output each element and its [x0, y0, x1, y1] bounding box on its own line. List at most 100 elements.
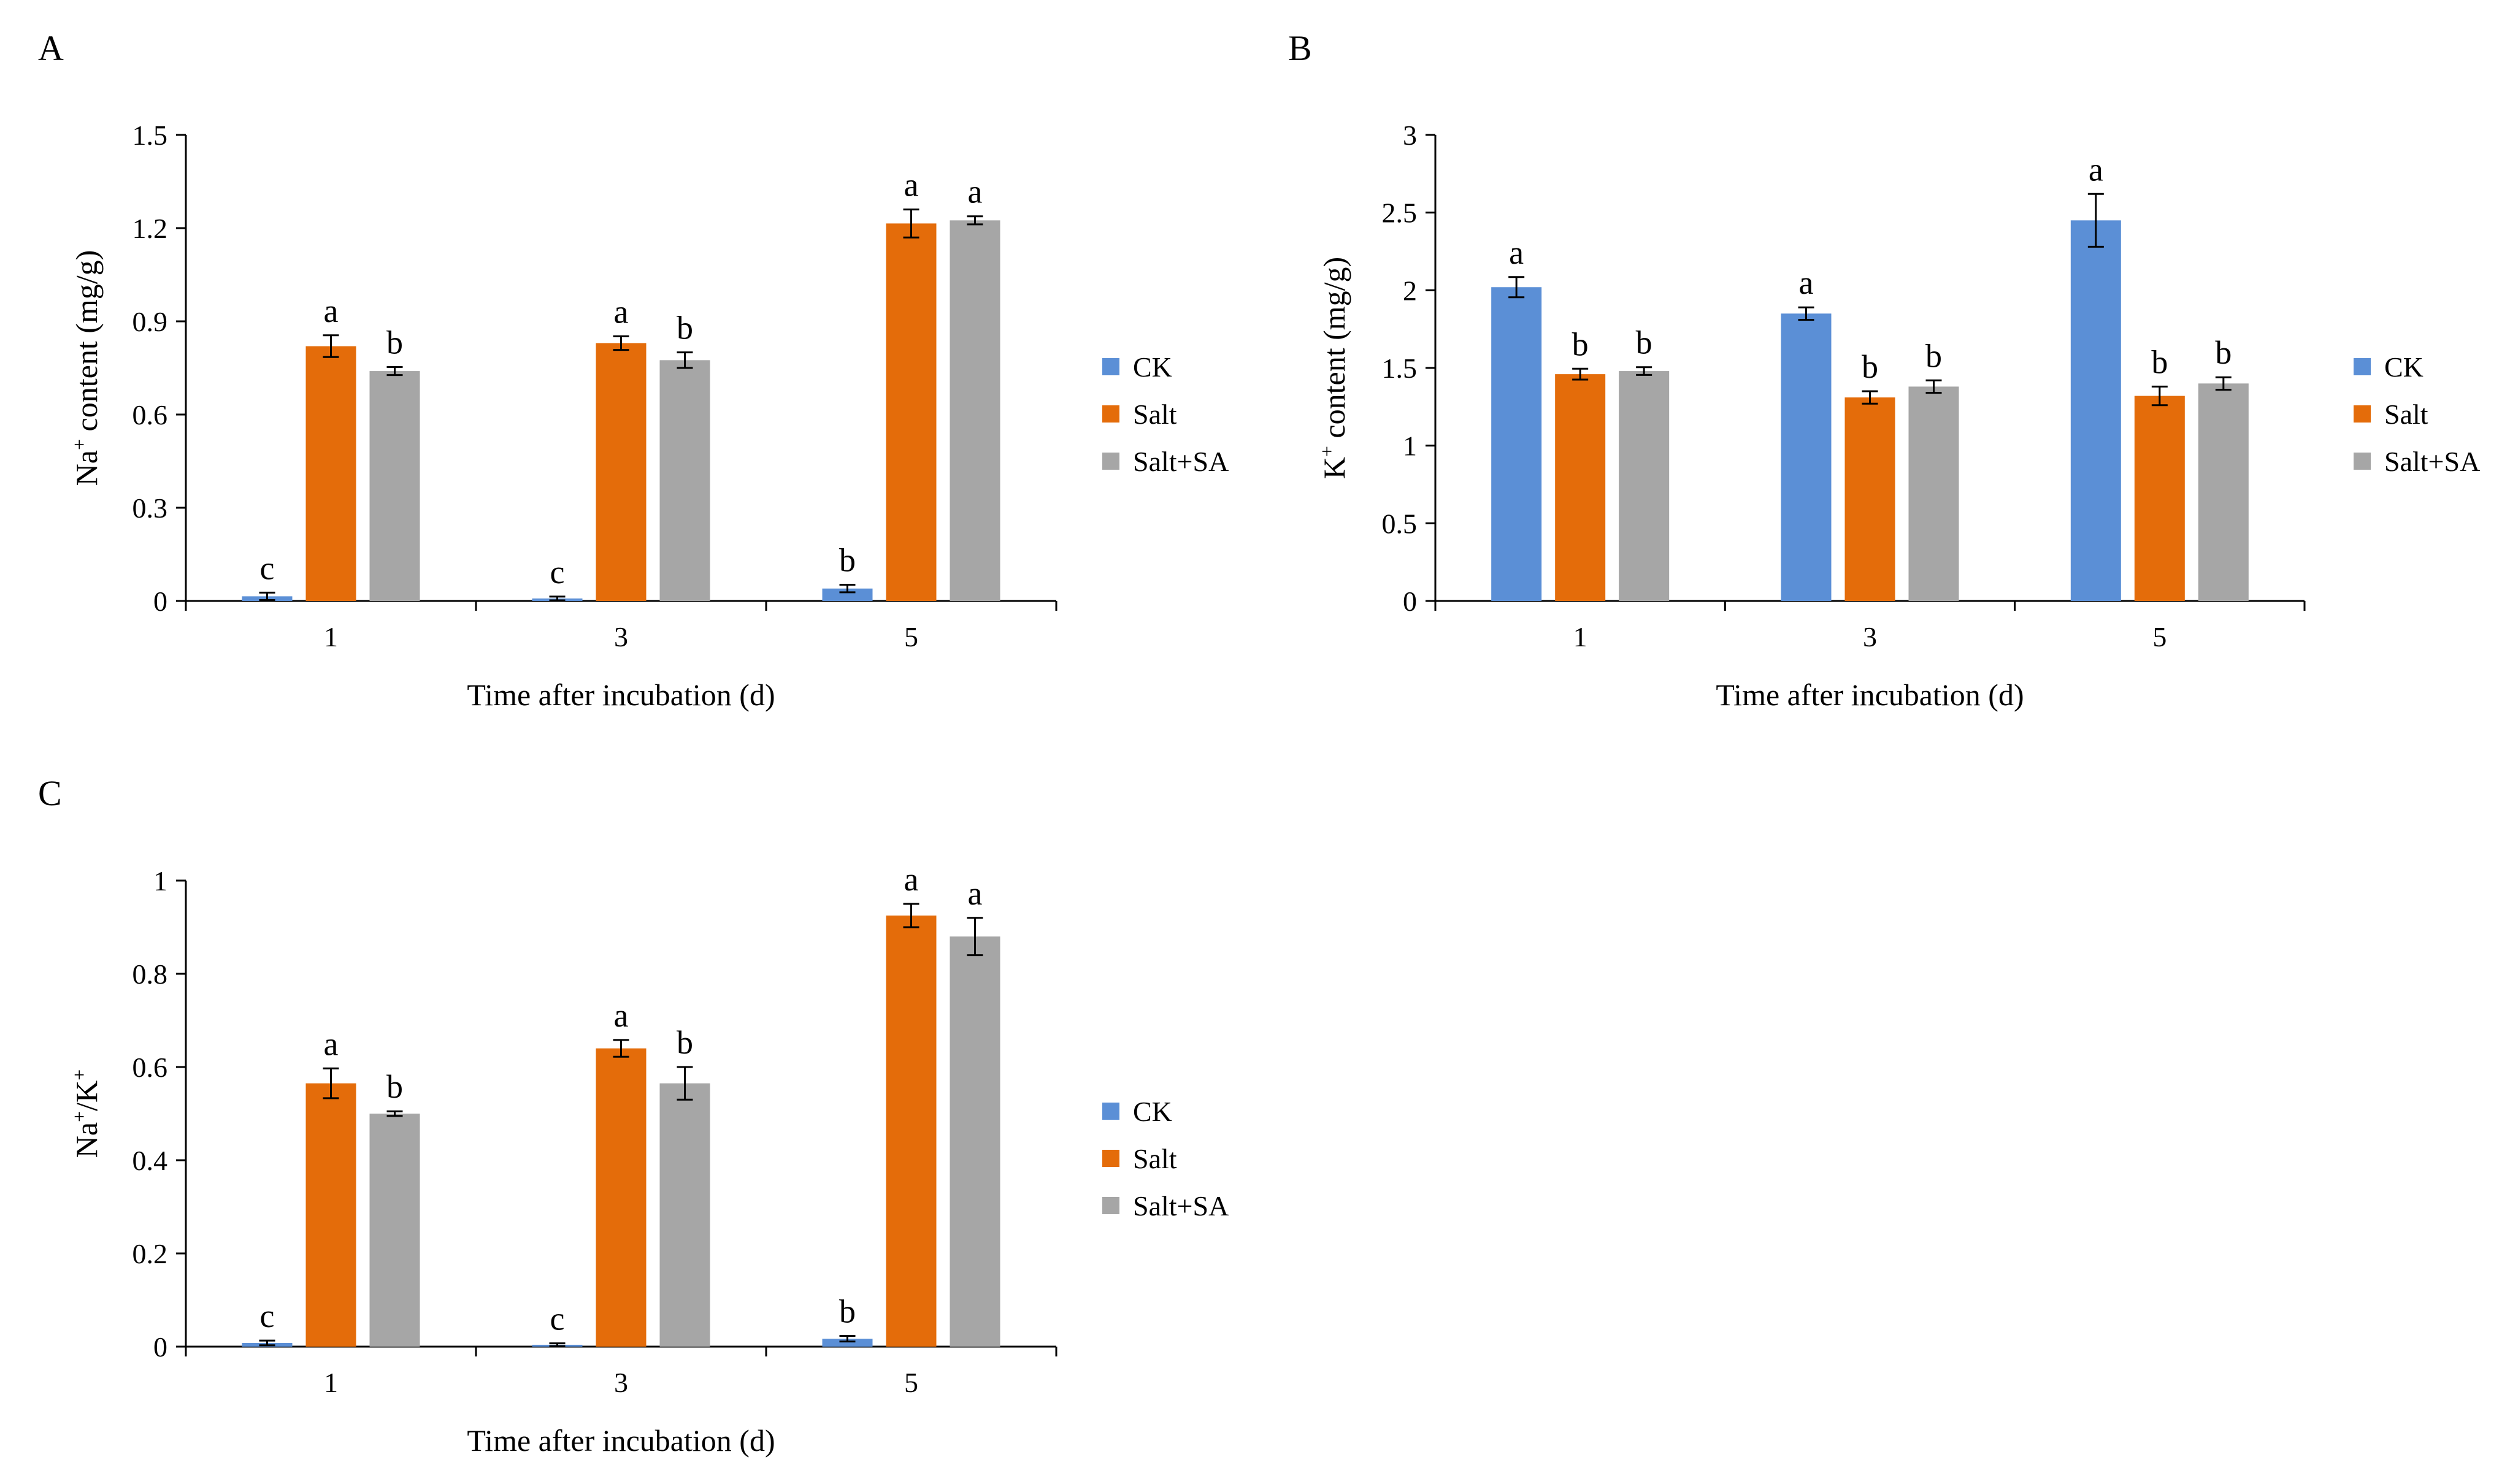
y-axis-title-part: content (mg/g)	[69, 250, 104, 439]
legend: CK Salt Salt+SA	[1102, 1096, 1229, 1222]
significance-letter: a	[614, 293, 629, 330]
y-axis-title-part: K	[1317, 457, 1351, 479]
y-tick-label: 1.2	[132, 213, 168, 244]
y-tick-label: 1	[153, 865, 167, 897]
significance-letter: a	[904, 861, 919, 898]
significance-letter: b	[1862, 348, 1878, 385]
significance-letter: b	[839, 542, 856, 579]
x-tick-label: 5	[2152, 621, 2167, 652]
bar-salt-sa-day-1	[369, 371, 420, 601]
significance-letter: a	[1799, 264, 1814, 301]
significance-letter: b	[1925, 337, 1942, 374]
bar-ck-day-5	[822, 588, 873, 601]
x-axis-title: Time after incubation (d)	[467, 1423, 775, 1458]
significance-letter: a	[2089, 151, 2103, 188]
legend-swatch	[2354, 358, 2371, 375]
legend-label: CK	[2384, 351, 2424, 383]
significance-letter: a	[324, 1025, 339, 1062]
bar-salt-day-1	[1555, 374, 1606, 601]
legend-swatch	[2354, 405, 2371, 423]
y-tick-label: 0	[153, 586, 167, 617]
legend-label: Salt	[1133, 399, 1177, 430]
significance-letter: b	[677, 1024, 693, 1061]
significance-letter: b	[839, 1293, 856, 1330]
bar-salt-sa-day-5	[950, 220, 1000, 601]
significance-letter: c	[260, 549, 275, 586]
bar-salt-sa-day-3	[1908, 386, 1959, 601]
y-axis-title-part: Na	[69, 1122, 104, 1158]
x-tick-label: 5	[904, 1367, 918, 1398]
x-tick-label: 3	[614, 1367, 628, 1398]
bar-ck-day-5	[2070, 220, 2121, 601]
significance-letter: b	[1572, 326, 1589, 362]
y-tick-label: 1.5	[132, 120, 168, 151]
bar-salt-sa-day-5	[2198, 383, 2249, 601]
x-tick-label: 1	[1573, 621, 1587, 652]
y-tick-label: 2.5	[1382, 197, 1418, 229]
significance-letter: b	[386, 324, 403, 361]
x-tick-label: 1	[324, 1367, 338, 1398]
legend-label: CK	[1133, 351, 1172, 383]
significance-letter: c	[260, 1298, 275, 1334]
y-tick-label: 3	[1403, 120, 1417, 151]
bar-ck-day-1	[1491, 287, 1542, 601]
x-axis-title: Time after incubation (d)	[1716, 678, 2024, 712]
y-tick-label: 0.9	[132, 306, 168, 337]
bar-salt-sa-day-5	[950, 936, 1000, 1347]
bar-salt-sa-day-1	[369, 1114, 420, 1347]
y-tick-label: 0.6	[132, 1052, 168, 1083]
bar-salt-day-5	[886, 223, 937, 601]
y-axis-title-superscript: +	[1316, 446, 1338, 457]
y-tick-label: 0.2	[132, 1238, 168, 1269]
bar-salt-day-3	[596, 1048, 647, 1347]
legend-label: CK	[1133, 1096, 1172, 1127]
legend-swatch	[1102, 453, 1119, 470]
y-axis-title: Na+/K+	[68, 1069, 104, 1158]
legend-label: Salt+SA	[1133, 446, 1229, 477]
legend-swatch	[1102, 1103, 1119, 1120]
y-tick-label: 0.8	[132, 958, 168, 990]
legend-swatch	[2354, 453, 2371, 470]
y-tick-label: 0.3	[132, 492, 168, 524]
significance-letter: b	[2215, 334, 2232, 371]
legend-label: Salt+SA	[2384, 446, 2480, 477]
x-tick-label: 5	[904, 621, 918, 652]
y-tick-label: 1.5	[1382, 353, 1418, 384]
legend: CK Salt Salt+SA	[1102, 351, 1229, 477]
y-tick-label: 0	[1403, 586, 1417, 617]
legend-label: Salt	[1133, 1143, 1177, 1174]
significance-letter: b	[386, 1068, 403, 1105]
bar-salt-sa-day-3	[659, 360, 710, 601]
legend-swatch	[1102, 1197, 1119, 1214]
x-tick-label: 3	[614, 621, 628, 652]
significance-letter: a	[904, 167, 919, 204]
y-tick-label: 0.6	[132, 399, 168, 430]
y-axis-title-part: /K	[69, 1080, 104, 1111]
x-tick-label: 3	[1863, 621, 1877, 652]
bar-salt-day-5	[2134, 396, 2185, 601]
x-axis-title: Time after incubation (d)	[467, 678, 775, 712]
legend: CK Salt Salt+SA	[2354, 351, 2480, 477]
y-tick-label: 0.4	[132, 1145, 168, 1176]
chart-panel-c: C 0 0.2 0.4 0.6 0.8 1 1 3 5 c c b a a a b b a Time after in…	[38, 773, 1229, 1458]
chart-panel-a: A 0 0.3 0.6 0.9 1.2 1.5 1 3 5 c c b a a a b b a Time after …	[38, 28, 1229, 712]
significance-letter: b	[2151, 343, 2168, 380]
bar-salt-day-5	[886, 916, 937, 1347]
bar-salt-sa-day-3	[659, 1083, 710, 1347]
y-axis-title-superscript: +	[68, 1111, 90, 1122]
significance-letter: b	[1636, 324, 1652, 361]
y-axis-title-superscript: +	[68, 439, 90, 450]
bar-ck-day-5	[822, 1339, 873, 1347]
bar-salt-day-3	[1844, 397, 1895, 601]
bar-salt-sa-day-1	[1619, 371, 1670, 601]
significance-letter: a	[968, 875, 983, 912]
legend-swatch	[1102, 1150, 1119, 1167]
bar-salt-day-3	[596, 343, 647, 601]
y-axis-title-part: Na	[69, 450, 104, 486]
panel-label: C	[38, 773, 62, 813]
panel-label: B	[1288, 28, 1312, 68]
y-tick-label: 0	[153, 1331, 167, 1363]
y-axis-title-superscript: +	[68, 1069, 90, 1080]
bar-salt-day-1	[305, 1083, 356, 1347]
